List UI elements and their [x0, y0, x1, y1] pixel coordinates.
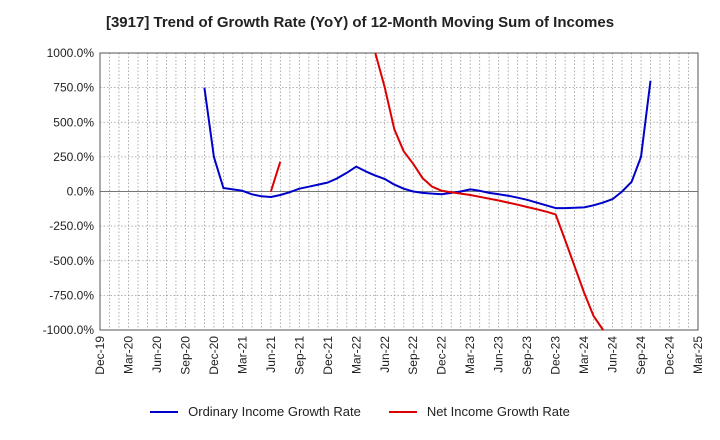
legend-swatch-ordinary: [150, 410, 179, 413]
y-tick-label: 750.0%: [53, 81, 94, 95]
y-tick-label: 1000.0%: [47, 46, 95, 60]
x-tick-label: Jun-24: [606, 336, 620, 373]
x-tick-label: Jun-23: [492, 336, 506, 373]
x-tick-label: Mar-20: [121, 336, 135, 374]
legend: Ordinary Income Growth Rate Net Income G…: [0, 404, 720, 419]
x-tick-label: Jun-21: [264, 336, 278, 373]
net-income-line: [269, 161, 282, 192]
y-tick-label: 0.0%: [67, 185, 95, 199]
axes: [99, 52, 699, 331]
line-chart: 1000.0% 750.0% 500.0% 250.0% 0.0% -250.0% -500…: [43, 46, 705, 375]
x-tick-label: Mar-21: [235, 336, 249, 374]
x-tick-label: Jun-22: [378, 336, 392, 373]
x-tick-labels: Dec-19 Mar-20 Jun-20 Sep-20 Dec-20 Mar-21 Jun-…: [93, 336, 705, 375]
x-tick-label: Jun-20: [150, 336, 164, 373]
legend-label-ordinary: Ordinary Income Growth Rate: [188, 404, 361, 419]
legend-item-ordinary: Ordinary Income Growth Rate: [150, 404, 361, 419]
legend-item-net: Net Income Growth Rate: [388, 404, 570, 419]
gridlines: [100, 53, 698, 330]
x-tick-label: Sep-23: [520, 336, 534, 375]
plot-frame: [99, 52, 699, 331]
x-tick-label: Sep-22: [406, 336, 420, 375]
y-tick-label: -750.0%: [49, 288, 94, 302]
x-tick-label: Dec-19: [93, 336, 107, 375]
x-tick-label: Mar-23: [463, 336, 477, 374]
y-tick-label: 500.0%: [53, 115, 94, 129]
y-tick-label: -250.0%: [49, 219, 94, 233]
x-tick-label: Dec-24: [663, 336, 677, 375]
y-tick-labels: 1000.0% 750.0% 500.0% 250.0% 0.0% -250.0% -500…: [43, 46, 95, 337]
x-tick-label: Dec-21: [321, 336, 335, 375]
chart-title: [3917] Trend of Growth Rate (YoY) of 12-…: [105, 14, 615, 31]
x-tick-label: Mar-25: [691, 336, 705, 374]
ordinary-income-line: [203, 80, 652, 210]
y-tick-label: 250.0%: [53, 150, 94, 164]
y-tick-label: -1000.0%: [43, 323, 95, 337]
net-income-line: [374, 52, 604, 331]
x-tick-label: Sep-24: [634, 336, 648, 375]
y-tick-label: -500.0%: [49, 254, 94, 268]
x-tick-label: Dec-20: [207, 336, 221, 375]
x-tick-label: Mar-22: [349, 336, 363, 374]
x-tick-label: Sep-20: [178, 336, 192, 375]
x-tick-label: Sep-21: [292, 336, 306, 375]
legend-swatch-net: [388, 410, 417, 413]
x-tick-label: Mar-24: [577, 336, 591, 374]
x-tick-label: Dec-23: [549, 336, 563, 375]
series-lines: [203, 52, 652, 331]
x-tick-label: Dec-22: [435, 336, 449, 375]
legend-label-net: Net Income Growth Rate: [426, 404, 570, 419]
